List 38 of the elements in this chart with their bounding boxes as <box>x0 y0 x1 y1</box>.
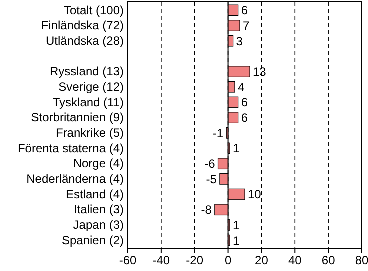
y-tick-label: Estland (4) <box>66 187 124 202</box>
data-label: 3 <box>236 34 244 48</box>
x-tick-label: 20 <box>255 254 269 268</box>
data-label: 7 <box>242 18 250 33</box>
y-tick-label: Frankrike (5) <box>56 126 124 140</box>
data-label: 10 <box>248 188 262 202</box>
data-label: 1 <box>232 218 240 232</box>
x-tick-label: 80 <box>355 254 368 268</box>
data-label: -1 <box>212 126 224 140</box>
y-tick-label: Nederländerna (4) <box>26 172 124 186</box>
data-label: 6 <box>241 96 248 110</box>
data-label: -5 <box>206 172 218 186</box>
y-tick-label: Italien (3) <box>74 202 124 217</box>
y-tick-label: Förenta staterna (4) <box>18 141 124 156</box>
y-tick-label: Spanien (2) <box>62 233 124 248</box>
y-tick-label: Storbritannien (9) <box>31 110 124 125</box>
y-tick-label: Sverige (12) <box>58 80 124 94</box>
data-label: -6 <box>204 157 216 172</box>
data-label: 1 <box>232 234 240 248</box>
data-label: -8 <box>201 203 212 218</box>
y-tick-label: Ryssland (13) <box>50 64 124 79</box>
x-tick-label: -60 <box>119 254 137 268</box>
y-tick-label: Norge (4) <box>73 156 124 171</box>
x-tick-label: 40 <box>288 254 302 268</box>
data-label: 1 <box>232 142 240 156</box>
data-label: 4 <box>238 80 245 94</box>
x-tick-label: 60 <box>322 254 336 268</box>
x-tick-label: -40 <box>152 254 170 268</box>
y-tick-label: Totalt (100) <box>64 3 124 18</box>
data-label: 6 <box>241 4 248 18</box>
y-tick-label: Utländska (28) <box>46 34 124 48</box>
x-tick-label: 0 <box>224 254 232 268</box>
y-tick-label: Japan (3) <box>73 218 124 232</box>
y-tick-label: Finländska (72) <box>41 18 124 33</box>
data-label: 13 <box>253 65 267 80</box>
data-label: 6 <box>241 111 248 126</box>
x-tick-label: -20 <box>186 254 204 268</box>
y-tick-label: Tyskland (11) <box>52 95 124 110</box>
